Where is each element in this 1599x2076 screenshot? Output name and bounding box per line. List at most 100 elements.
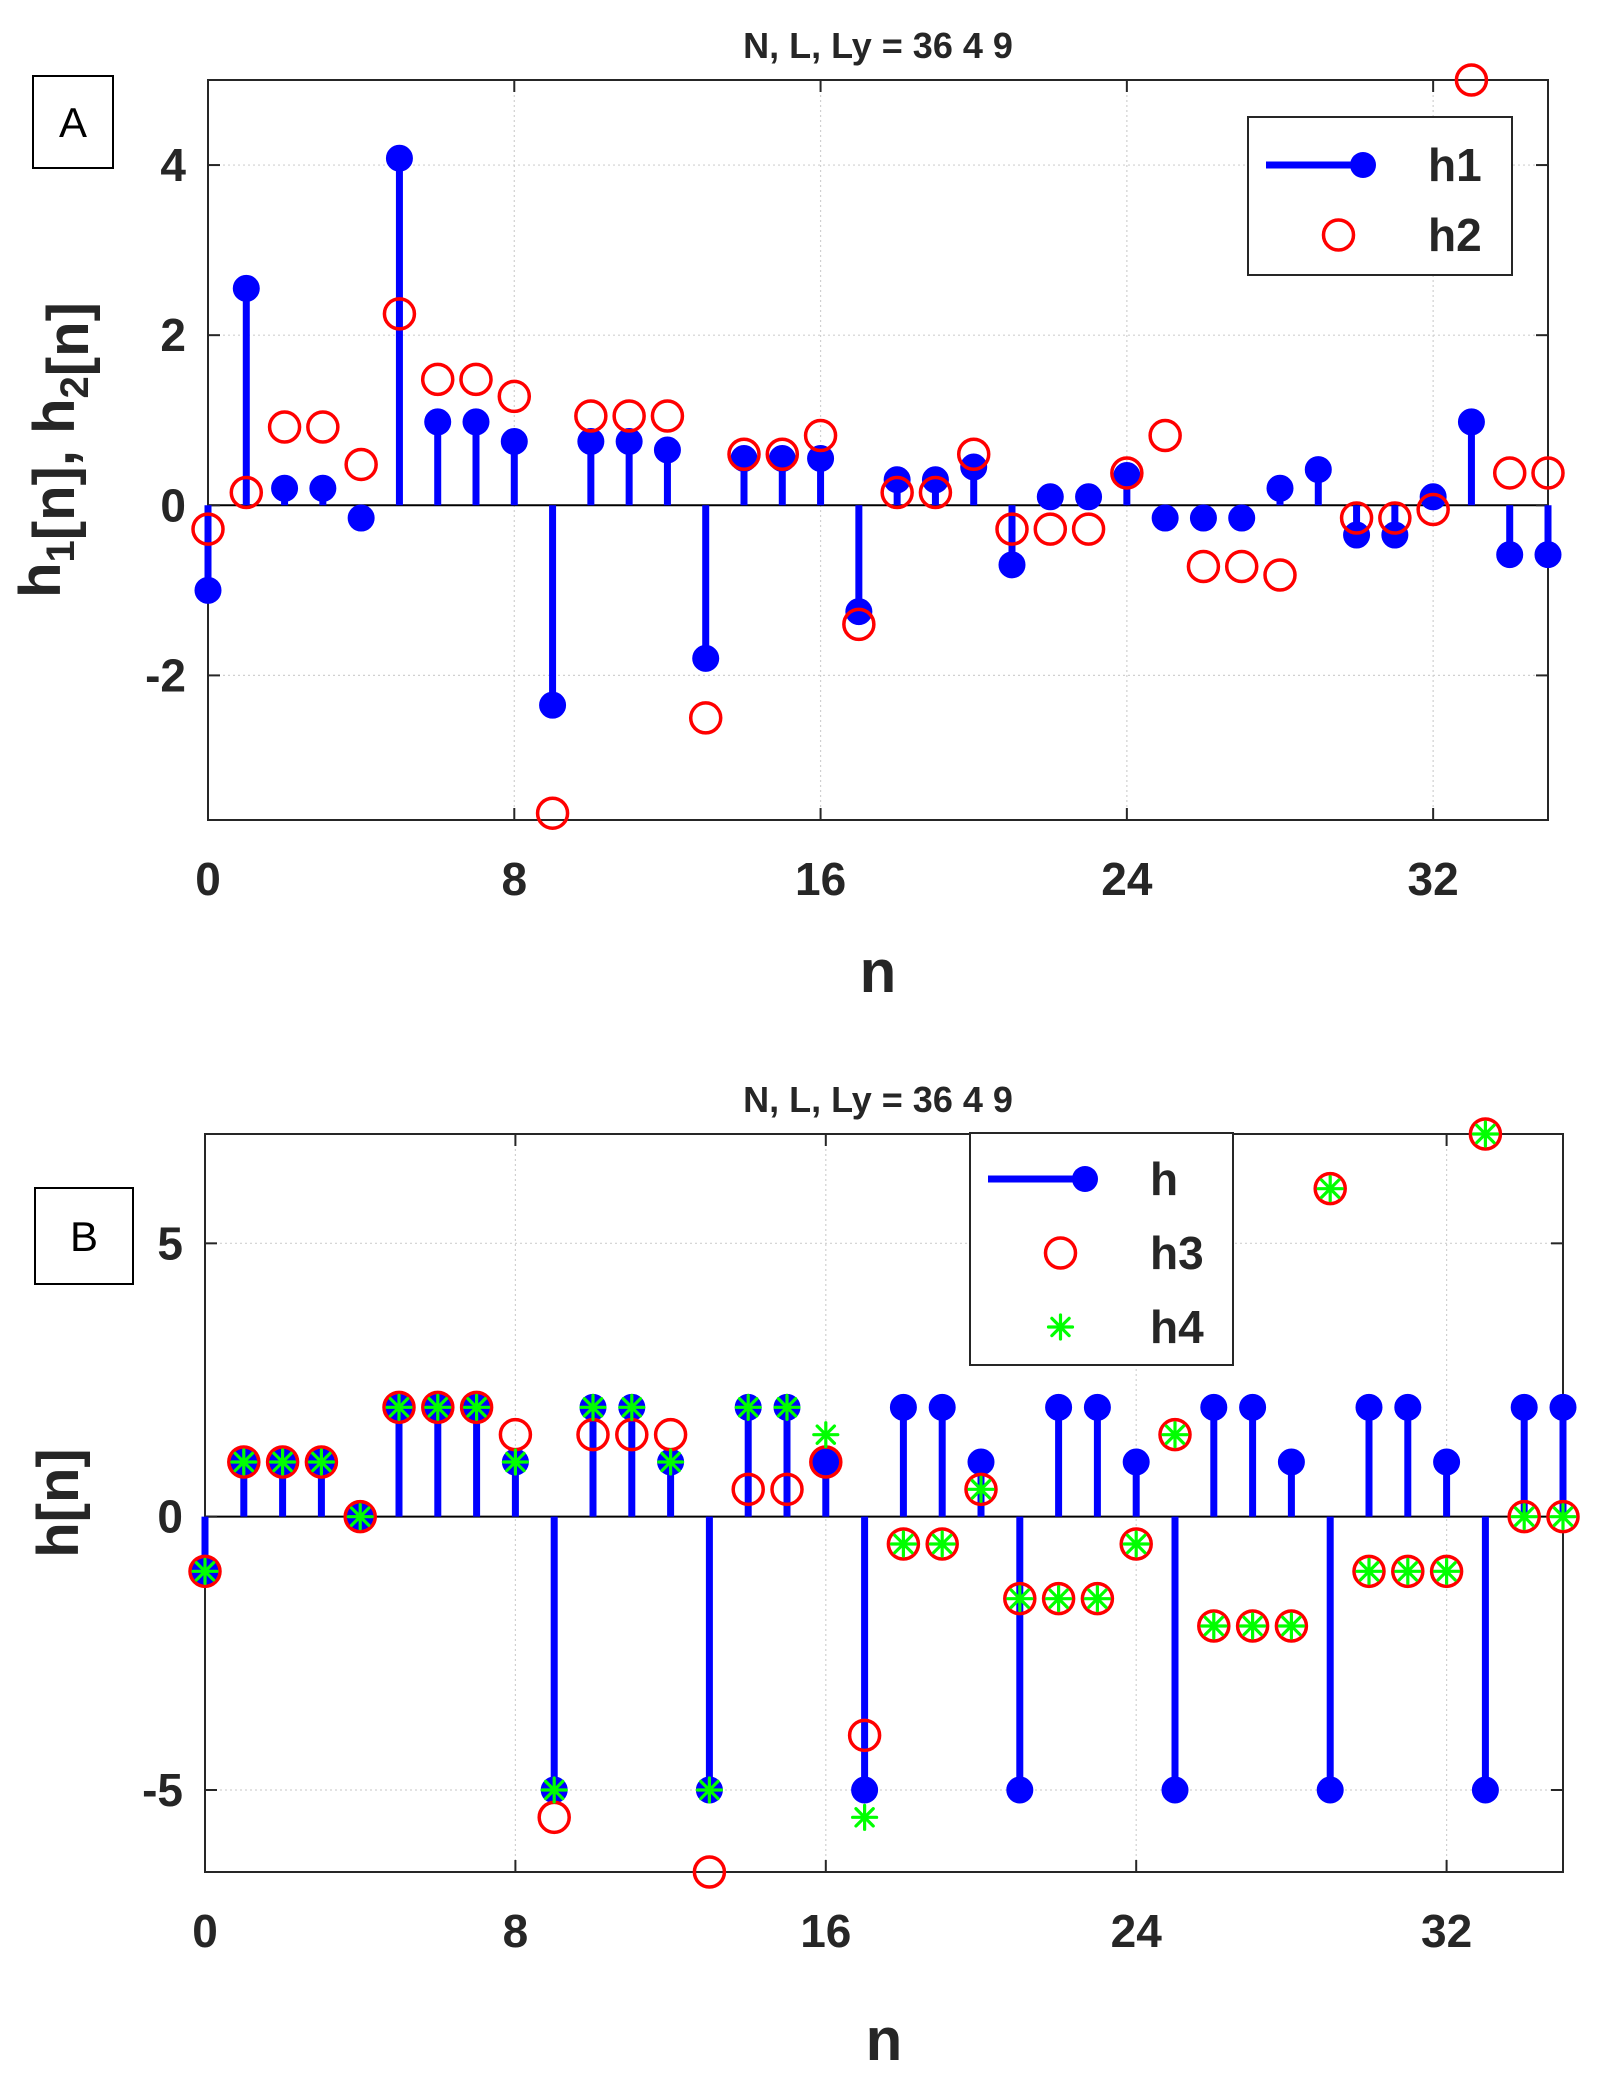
- star-marker: [1510, 1503, 1538, 1531]
- legend-label-h1: h1: [1428, 139, 1482, 191]
- y-tick-label: -5: [142, 1764, 183, 1816]
- star-marker-stroke-3: [1475, 1123, 1496, 1145]
- star-marker-stroke-3: [737, 1397, 759, 1418]
- circle-marker: [842, 607, 876, 642]
- circle-marker: [727, 437, 761, 472]
- circle-marker: [1274, 1609, 1309, 1643]
- circle-marker: [1339, 501, 1374, 535]
- circle-marker: [343, 1499, 377, 1534]
- circle-marker: [1492, 456, 1527, 490]
- legend-star-marker: [1046, 1313, 1075, 1341]
- stem-marker: [500, 427, 528, 455]
- circle-marker: [1224, 549, 1259, 584]
- circle-marker: [918, 475, 953, 510]
- x-tick-label: 16: [795, 853, 846, 905]
- circle-marker: [265, 1445, 300, 1479]
- circle-marker: [382, 1390, 416, 1425]
- circle-marker: [964, 1472, 998, 1507]
- legend-box: [1247, 116, 1513, 276]
- star-marker-stroke-3: [931, 1533, 953, 1555]
- circle-marker: [612, 399, 646, 433]
- circle-marker: [650, 399, 685, 433]
- star-marker-stroke-3: [272, 1451, 293, 1473]
- star-marker-stroke-3: [1009, 1588, 1031, 1609]
- stem-marker: [309, 474, 337, 502]
- star-marker-stroke-3: [427, 1397, 449, 1418]
- circle-marker: [1378, 501, 1412, 535]
- circle-marker: [344, 447, 378, 482]
- circle-marker: [995, 512, 1029, 546]
- circle-marker: [765, 437, 800, 472]
- star-marker-stroke-3: [388, 1397, 410, 1418]
- circle-marker: [1391, 1554, 1425, 1589]
- stem-marker: [1228, 504, 1256, 532]
- y-tick-label: 4: [160, 139, 186, 191]
- stem-marker: [812, 1448, 840, 1476]
- stem-marker: [1045, 1393, 1073, 1421]
- circle-marker: [1071, 512, 1106, 546]
- circle-marker: [227, 1445, 261, 1479]
- circle-marker: [886, 1527, 921, 1561]
- series-h4: [191, 1120, 1577, 1831]
- stem-marker: [577, 427, 605, 455]
- stem-marker: [1200, 1393, 1228, 1421]
- star-marker: [501, 1448, 530, 1476]
- stem-marker: [1161, 1776, 1189, 1804]
- circle-marker: [267, 410, 302, 444]
- star-marker: [1083, 1585, 1112, 1613]
- circle-marker: [497, 379, 532, 414]
- chart-title: N, L, Ly = 36 4 9: [743, 1079, 1013, 1120]
- stem-marker: [1006, 1776, 1034, 1804]
- circle-marker: [1186, 549, 1221, 584]
- circle-marker: [880, 475, 914, 510]
- x-tick-label: 32: [1408, 853, 1459, 905]
- y-axis-label: h[n]: [26, 1448, 91, 1558]
- circle-marker: [1313, 1171, 1347, 1206]
- star-marker: [812, 1421, 840, 1449]
- circle-marker: [306, 410, 340, 444]
- star-marker: [773, 1393, 801, 1421]
- star-marker: [463, 1393, 491, 1421]
- star-marker: [1161, 1421, 1189, 1449]
- circle-marker: [1041, 1581, 1076, 1616]
- y-tick-label: 5: [157, 1217, 183, 1269]
- circle-marker: [1352, 1554, 1386, 1589]
- circle-marker: [1263, 558, 1297, 592]
- x-axis-label: n: [866, 2006, 903, 2073]
- series-h2: [191, 63, 1565, 830]
- star-marker: [307, 1448, 335, 1476]
- legend-label-h2: h2: [1428, 209, 1482, 261]
- axes-box: [207, 79, 1549, 821]
- circle-marker: [382, 297, 417, 331]
- star-marker-stroke-3: [1242, 1615, 1263, 1637]
- star-marker: [1394, 1557, 1422, 1585]
- stem-marker: [960, 453, 988, 481]
- circle-marker: [770, 1472, 804, 1507]
- circle-marker: [1546, 1499, 1580, 1534]
- stem-marker: [921, 466, 949, 494]
- star-marker-stroke-3: [699, 1779, 720, 1801]
- legend-box: [969, 1132, 1234, 1366]
- star-marker: [191, 1557, 219, 1585]
- stem-marker: [539, 691, 567, 719]
- circle-marker: [1003, 1581, 1037, 1616]
- legend-star-marker-stroke-3: [1050, 1316, 1071, 1338]
- stem-marker: [232, 274, 260, 302]
- circle-marker: [459, 1390, 494, 1425]
- stem-marker: [967, 1448, 995, 1476]
- y-axis-label: h1[n], h2[n]: [8, 302, 101, 598]
- panel-label-box: [34, 1187, 134, 1285]
- star-marker-stroke-3: [194, 1561, 216, 1582]
- legend-stem-marker: [1072, 1166, 1098, 1192]
- circle-marker: [688, 701, 723, 735]
- circle-marker: [420, 362, 455, 397]
- circle-marker: [191, 512, 225, 546]
- star-marker: [1122, 1530, 1150, 1558]
- legend: h h3 h4: [969, 1132, 1234, 1366]
- star-marker-stroke-3: [1203, 1615, 1225, 1637]
- stem-marker: [1433, 1448, 1461, 1476]
- star-marker: [1277, 1612, 1306, 1640]
- circle-marker: [1429, 1554, 1464, 1589]
